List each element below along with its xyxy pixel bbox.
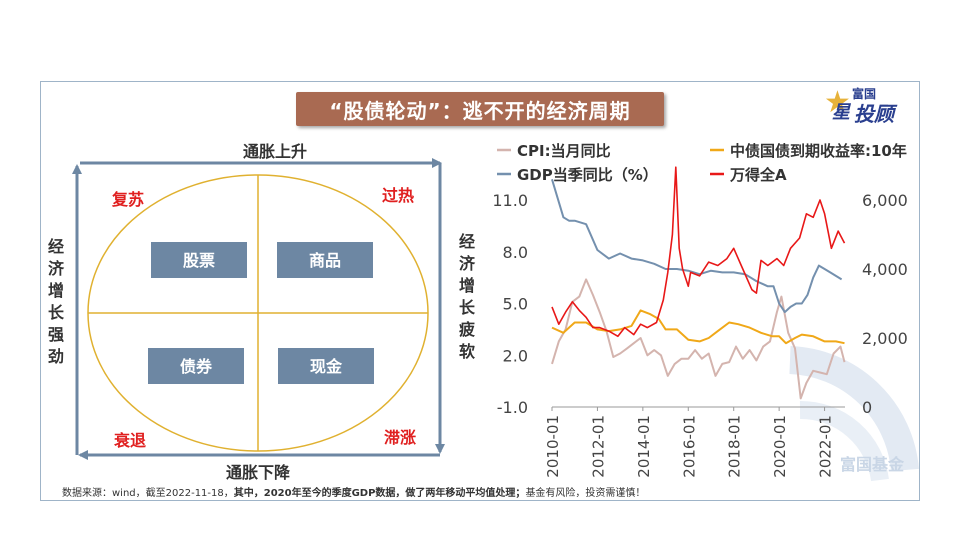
growth-strong-char: 济 [48,259,65,278]
footer-source: 数据来源：wind，截至2022-11-18， [62,488,234,499]
x-tick-label: 2010-01 [544,415,562,478]
legend-label: GDP当季同比（%） [517,166,658,184]
growth-weak-char: 经 [459,232,475,251]
growth-weak-label: 经 济 增 长 疲 软 [459,232,476,361]
y-left-tick-label: 11.0 [492,191,528,210]
y-left-tick-label: 8.0 [503,243,528,262]
x-tick-label: 2012-01 [589,415,607,478]
quadrant-stagflation: 滞涨 [384,428,416,447]
y-right-tick-label: 6,000 [862,191,908,210]
y-left-tick-label: -1.0 [497,398,528,417]
x-tick-label: 2020-01 [771,415,789,478]
footer-note: 数据来源：wind，截至2022-11-18，其中，2020年至今的季度GDP数… [62,484,645,499]
chart-series [551,166,846,400]
logo-top-text: 富国 [852,87,877,101]
quadrant-recovery: 复苏 [111,190,144,209]
growth-strong-label: 经 济 增 长 强 劲 [48,237,65,366]
x-tick-label: 2018-01 [726,415,744,478]
series-line [551,166,846,338]
y-right-tick-label: 2,000 [862,329,908,348]
series-line [551,179,843,314]
asset-cash-label: 现金 [310,357,343,376]
chart-legend: CPI:当月同比 中债国债到期收益率:10年 GDP当季同比（%） 万得全A [497,142,907,184]
x-tick-label: 2014-01 [635,415,653,478]
logo-main-text: 投顾 [854,102,894,126]
y-left-tick-label: 2.0 [503,346,528,365]
logo-star-text: 星 [832,102,850,123]
watermark-arc-icon [789,346,919,472]
asset-box-stocks [151,242,247,278]
asset-bonds-label: 债券 [180,357,213,376]
asset-box-commodities [277,242,373,278]
growth-strong-char: 增 [48,281,64,300]
watermark-text: 富国基金 [840,455,905,474]
growth-weak-char: 增 [459,276,475,295]
quadrant-overheat: 过热 [382,186,414,205]
y-right-tick-label: 4,000 [862,260,908,279]
slide-title: “股债轮动”：逃不开的经济周期 [296,92,664,126]
asset-box-bonds [148,348,244,384]
footer-risk: 基金有风险，投资需谨慎！ [525,488,646,499]
growth-weak-char: 疲 [459,320,475,339]
growth-weak-char: 软 [459,342,475,361]
asset-commodities-label: 商品 [309,251,341,270]
growth-strong-char: 长 [48,303,65,322]
series-line [551,278,846,400]
asset-stocks-label: 股票 [183,251,215,270]
x-tick-label: 2016-01 [680,415,698,478]
growth-strong-char: 经 [48,237,64,256]
chart-axes: 11.0 8.0 5.0 2.0 -1.0 6,000 4,000 2,000 0 2010-01… [492,191,907,478]
series-line [551,309,845,345]
legend-label: 万得全A [729,166,787,184]
growth-strong-char: 劲 [48,347,64,366]
growth-strong-char: 强 [48,325,64,344]
watermark-arc-icon [799,400,889,482]
brand-logo: ★ 星 富国 投顾 [822,82,908,126]
growth-weak-char: 长 [459,298,476,317]
footer-gdp-note: 其中，2020年至今的季度GDP数据，做了两年移动平均值处理； [233,488,526,499]
y-left-tick-label: 5.0 [503,295,528,314]
legend-label: 中债国债到期收益率:10年 [730,142,907,160]
inflation-up-label: 通胀上升 [243,142,307,161]
star-icon: ★ [824,85,851,120]
asset-box-cash [278,348,374,384]
inflation-down-label: 通胀下降 [226,463,291,482]
quadrant-recession: 衰退 [113,431,146,450]
legend-label: CPI:当月同比 [517,142,611,160]
growth-weak-char: 济 [459,254,476,273]
slide-frame [40,81,920,501]
x-tick-label: 2022-01 [817,415,835,478]
y-right-tick-label: 0 [862,398,872,417]
